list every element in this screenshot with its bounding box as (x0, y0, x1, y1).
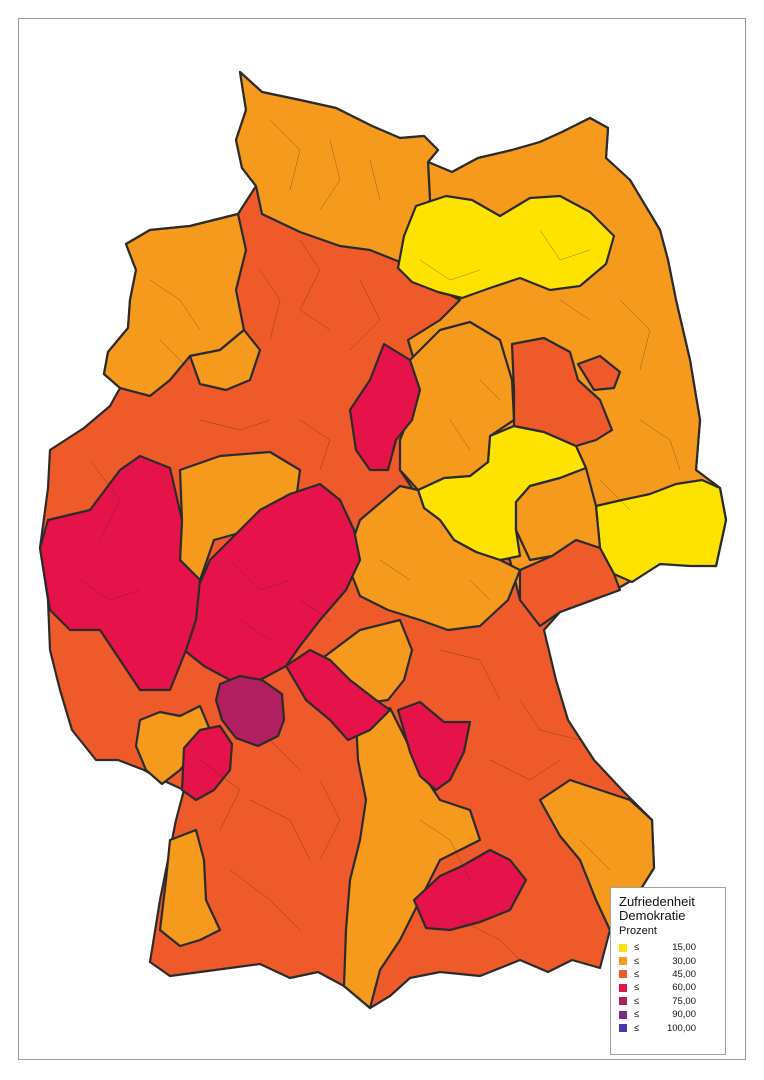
legend-value: 30,00 (672, 955, 696, 967)
region-northwest (102, 212, 248, 398)
region-red-lowersaxony-east (348, 342, 422, 472)
region-red-hesse (182, 482, 362, 682)
legend-title-line1: Zufriedenheit (619, 894, 695, 909)
legend-swatch (619, 1010, 627, 1019)
region-red-east-saxony (518, 538, 622, 628)
legend-swatch (619, 997, 627, 1006)
region-red-pfalz-south (180, 724, 234, 802)
legend-operator: ≤ (634, 942, 640, 954)
map-frame (18, 18, 746, 1060)
region-orange-bw-southwest (158, 828, 222, 948)
region-red-rhineland (38, 454, 202, 692)
legend-items: ≤15,00 ≤30,00 ≤45,00 ≤60,00 ≤75,00 ≤90,00 ≤100… (619, 941, 719, 1035)
region-yellow-north (396, 194, 616, 300)
region-purple-rhein-main (214, 674, 286, 748)
region-red-frankfurt-east (284, 648, 392, 742)
legend-item: ≤15,00 (619, 941, 719, 954)
legend-value: 45,00 (672, 968, 696, 980)
legend-title-line2: Demokratie (619, 908, 686, 923)
legend-value: 60,00 (672, 982, 696, 994)
legend-operator: ≤ (634, 1009, 640, 1021)
legend-swatch (619, 983, 627, 992)
legend-operator: ≤ (634, 995, 640, 1007)
legend-swatch (619, 943, 627, 952)
legend-item: ≤45,00 (619, 968, 719, 981)
legend-swatch (619, 970, 627, 979)
region-yellow-east (594, 478, 728, 584)
region-orange-berlin-area (510, 336, 614, 448)
legend-item: ≤100,00 (619, 1021, 719, 1034)
legend-operator: ≤ (634, 1022, 640, 1034)
region-red-upper-franconia (396, 700, 472, 792)
legend-value: 100,00 (666, 1022, 696, 1034)
legend-operator: ≤ (634, 955, 640, 967)
legend-value: 75,00 (672, 995, 696, 1007)
legend-operator: ≤ (634, 982, 640, 994)
region-orange-nrw-east (188, 328, 262, 392)
legend-swatch (619, 957, 627, 966)
region-orange-saxanh (398, 320, 516, 492)
legend-value: 15,00 (672, 942, 696, 954)
legend-value: 90,00 (672, 1009, 696, 1021)
district-lines (79, 119, 681, 961)
legend-item: ≤90,00 (619, 1008, 719, 1021)
legend-operator: ≤ (634, 968, 640, 980)
legend-item: ≤30,00 (619, 954, 719, 967)
region-red-bavaria-south (412, 848, 528, 932)
map-legend: Zufriedenheit Demokratie Prozent ≤15,00 ≤… (610, 887, 726, 1055)
legend-swatch (619, 1024, 627, 1033)
legend-item: ≤75,00 (619, 995, 719, 1008)
legend-unit: Prozent (619, 925, 657, 937)
legend-item: ≤60,00 (619, 981, 719, 994)
region-orange-berlin (576, 354, 622, 392)
